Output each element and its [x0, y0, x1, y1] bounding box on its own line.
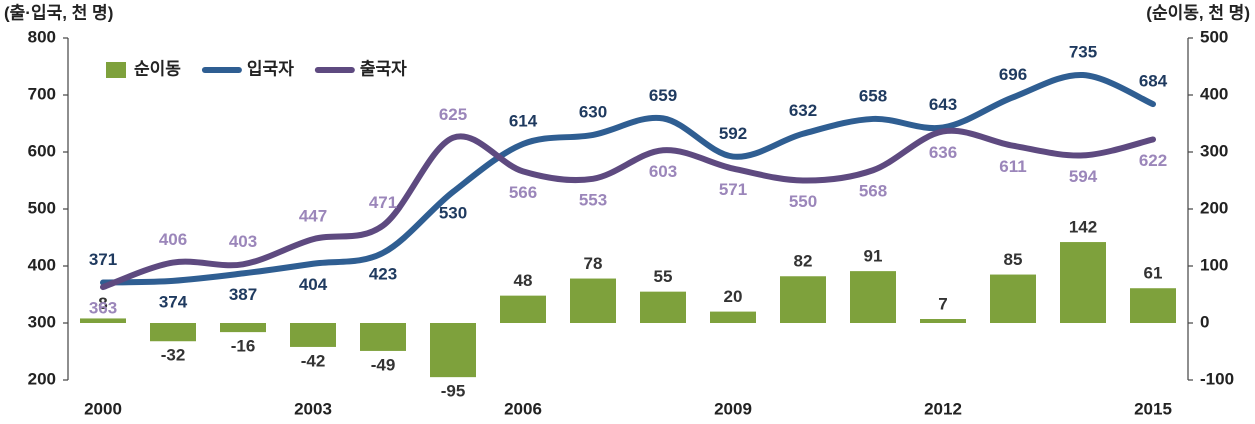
line-label: 632 [789, 101, 817, 120]
y-tick-label: 500 [28, 198, 56, 217]
line-label: 636 [929, 143, 957, 162]
legend-label: 출국자 [360, 59, 407, 78]
bar-label: 8 [98, 294, 107, 313]
line-label: 406 [159, 230, 187, 249]
line-label: 611 [999, 157, 1026, 176]
bar-label: 20 [724, 287, 743, 306]
y2-axis-title: (순이동, 천 명) [1146, 3, 1250, 22]
bar [500, 295, 546, 323]
line-label: 471 [369, 193, 397, 212]
bar [570, 278, 616, 323]
bar [990, 274, 1036, 323]
line-label: 696 [999, 65, 1027, 84]
line-label: 592 [719, 124, 747, 143]
bar [290, 323, 336, 347]
line-label: 403 [229, 232, 257, 251]
line-label: 643 [929, 95, 957, 114]
y-tick-label: 700 [28, 84, 56, 103]
x-tick-label: 2009 [714, 399, 752, 418]
bar-label: -95 [441, 382, 466, 401]
line-label: 568 [859, 182, 887, 201]
line-label: 550 [789, 192, 817, 211]
line-label: 423 [369, 264, 397, 283]
y-tick-label: 300 [28, 312, 56, 331]
y-tick-label: 400 [28, 255, 56, 274]
bar-label: 7 [938, 294, 947, 313]
bar-label: -42 [301, 351, 326, 370]
bar-label: -32 [161, 346, 186, 365]
line-label: 447 [299, 207, 327, 226]
line-label: 553 [579, 190, 607, 209]
line-label: 625 [439, 105, 467, 124]
bar [220, 323, 266, 333]
bar-label: 91 [864, 247, 883, 266]
line-label: 566 [509, 183, 537, 202]
y2-tick-label: 200 [1200, 198, 1228, 217]
line [100, 72, 1156, 286]
y-axis-title: (출·입국, 천 명) [4, 3, 113, 22]
line-label: 371 [89, 250, 117, 269]
line-label: 735 [1069, 43, 1097, 62]
bar [1130, 288, 1176, 323]
y2-tick-label: 0 [1200, 312, 1209, 331]
line-label: 614 [509, 112, 538, 131]
line-label: 630 [579, 102, 607, 121]
bar-label: -49 [371, 355, 396, 374]
line-label: 603 [649, 162, 677, 181]
bar [150, 323, 196, 342]
legend-label: 입국자 [247, 59, 294, 78]
y2-tick-label: 300 [1200, 141, 1228, 160]
y-tick-label: 800 [28, 27, 56, 46]
bar-label: 82 [794, 252, 813, 271]
bar-label: 85 [1004, 250, 1023, 269]
bar-label: 48 [514, 271, 533, 290]
y-tick-label: 600 [28, 141, 56, 160]
bar-label: 55 [654, 267, 673, 286]
bar-label: 78 [584, 254, 603, 273]
bar-label: 142 [1069, 218, 1097, 237]
line-label: 404 [299, 275, 328, 294]
y2-tick-label: 400 [1200, 84, 1228, 103]
line-label: 622 [1139, 151, 1167, 170]
legend-swatch [106, 62, 126, 78]
line-label: 374 [159, 292, 188, 311]
line-label: 684 [1139, 72, 1168, 91]
y-tick-label: 200 [28, 369, 56, 388]
line-label: 658 [859, 86, 887, 105]
bar-label: 61 [1144, 264, 1163, 283]
bar [430, 323, 476, 378]
bar [850, 271, 896, 323]
line-label: 387 [229, 285, 257, 304]
x-tick-label: 2006 [504, 399, 542, 418]
bar [80, 318, 126, 323]
bar [1060, 242, 1106, 323]
bar [640, 291, 686, 323]
bar [710, 311, 756, 323]
bar [360, 323, 406, 351]
x-tick-label: 2012 [924, 399, 962, 418]
bar [780, 276, 826, 323]
line-label: 363 [89, 299, 117, 318]
x-tick-label: 2015 [1134, 399, 1172, 418]
y2-tick-label: -100 [1200, 369, 1234, 388]
line-label: 659 [649, 86, 677, 105]
bar [920, 319, 966, 323]
y2-tick-label: 100 [1200, 255, 1228, 274]
x-tick-label: 2003 [294, 399, 332, 418]
bar-label: -16 [231, 337, 256, 356]
line-label: 594 [1069, 167, 1098, 186]
line-label: 571 [719, 180, 747, 199]
legend-label: 순이동 [134, 59, 181, 78]
x-tick-label: 2000 [84, 399, 122, 418]
line-label: 530 [439, 203, 467, 222]
line [100, 127, 1156, 291]
y2-tick-label: 500 [1200, 27, 1228, 46]
